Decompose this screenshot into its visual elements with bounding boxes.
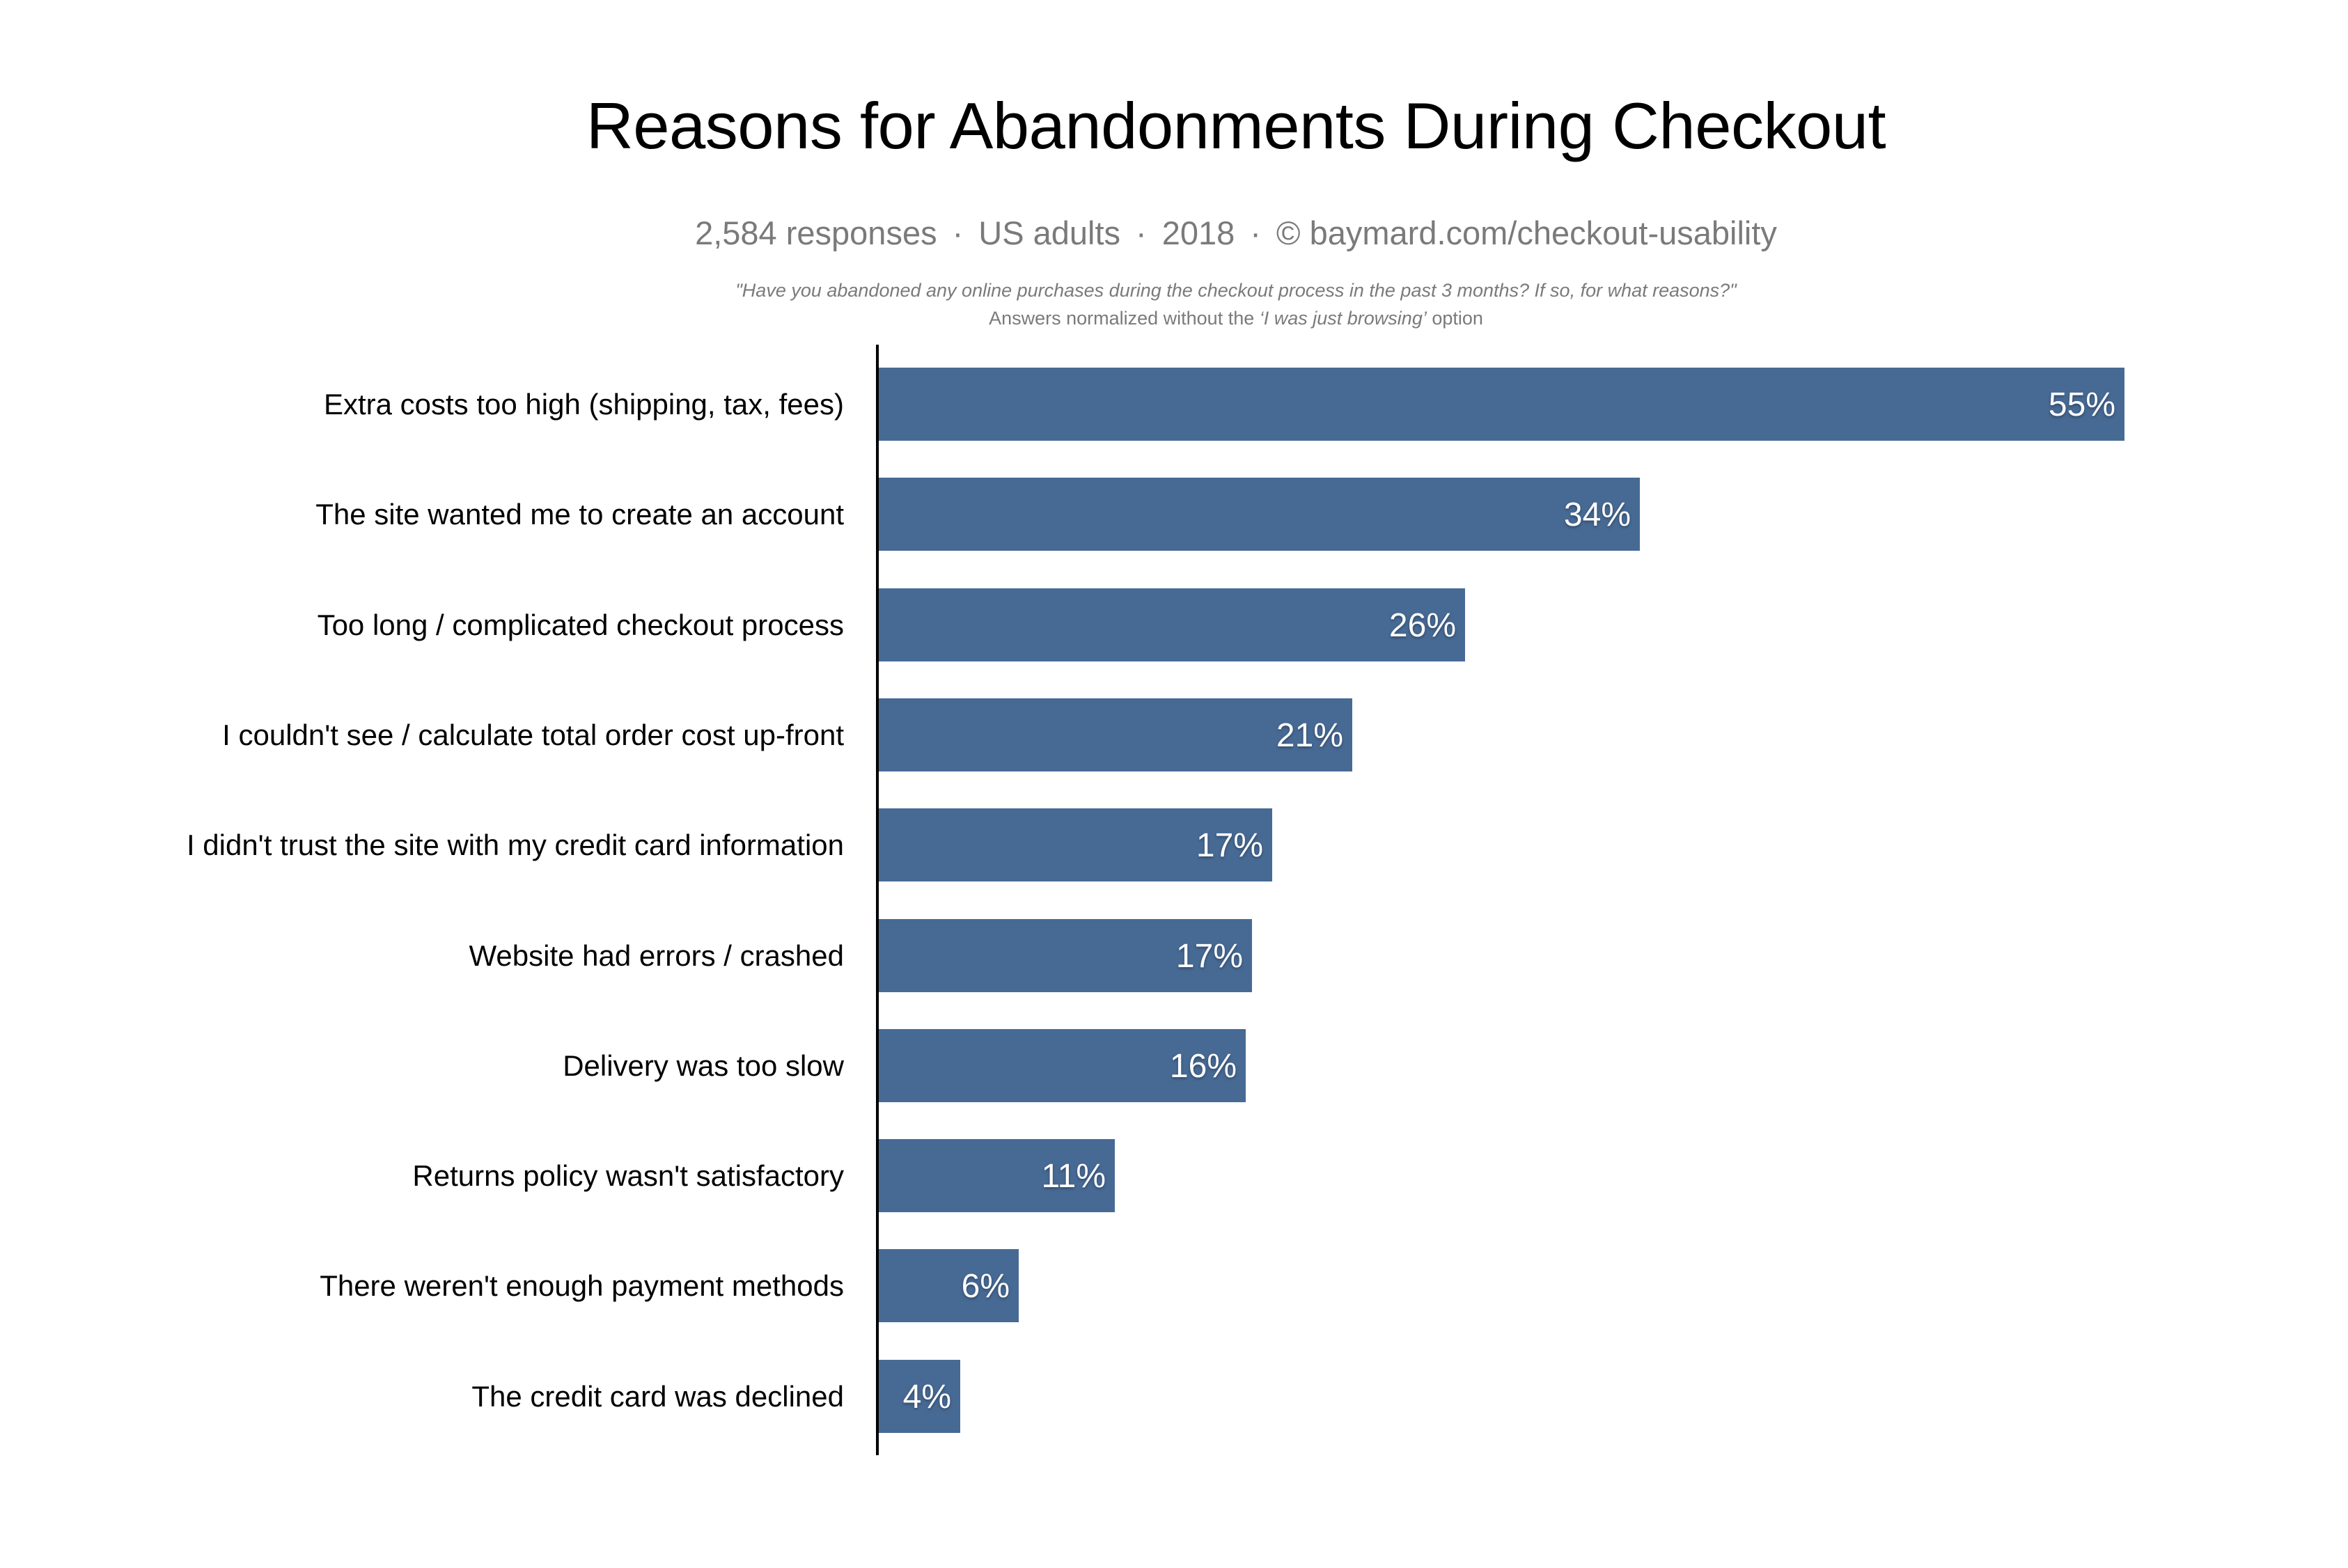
chart-title: Reasons for Abandonments During Checkout <box>586 89 1886 162</box>
bar: 17% <box>879 918 1252 992</box>
value-label: 17% <box>1196 827 1263 865</box>
category-label: I didn't trust the site with my credit c… <box>186 829 844 862</box>
bar: 34% <box>879 478 1640 551</box>
value-label: 34% <box>1563 496 1631 534</box>
bar-row: I couldn't see / calculate total order c… <box>0 698 2348 771</box>
bar-row: Delivery was too slow 16% <box>0 1028 2348 1102</box>
bar: 6% <box>879 1249 1019 1323</box>
bar-row: Too long / complicated checkout process 2… <box>0 588 2348 661</box>
category-label: The credit card was declined <box>471 1379 844 1413</box>
category-label: Returns policy wasn't satisfactory <box>412 1159 844 1193</box>
source-credit: © baymard.com/checkout-usability <box>1276 214 1777 251</box>
bar: 16% <box>879 1028 1246 1102</box>
bar: 4% <box>879 1359 960 1433</box>
separator-dot: · <box>1136 214 1147 251</box>
category-label: I couldn't see / calculate total order c… <box>222 718 844 751</box>
bar-row: Extra costs too high (shipping, tax, fee… <box>0 368 2348 441</box>
category-label: Extra costs too high (shipping, tax, fee… <box>323 388 844 421</box>
separator-dot: · <box>952 214 964 251</box>
bar: 11% <box>879 1139 1115 1213</box>
note-italic: ‘I was just browsing’ <box>1259 308 1427 329</box>
bar: 21% <box>879 698 1352 771</box>
normalization-note: Answers normalized without the ‘I was ju… <box>0 309 2348 328</box>
category-label: Too long / complicated checkout process <box>317 608 844 641</box>
value-label: 55% <box>2048 386 2115 423</box>
survey-question: "Have you abandoned any online purchases… <box>735 280 1737 301</box>
note-suffix: option <box>1426 308 1483 329</box>
chart-subtitle: 2,584 responses · US adults · 2018 · © baymard… <box>0 217 2348 249</box>
bar-row: Website had errors / crashed 17% <box>0 918 2348 992</box>
bar-row: There weren't enough payment methods 6% <box>0 1249 2348 1323</box>
category-label: There weren't enough payment methods <box>320 1269 844 1303</box>
value-label: 6% <box>961 1268 1010 1306</box>
bar-row: Returns policy wasn't satisfactory 11% <box>0 1139 2348 1213</box>
bar-row: The site wanted me to create an account 3… <box>0 478 2348 551</box>
y-axis-line <box>876 345 879 1455</box>
bar: 17% <box>879 808 1272 882</box>
year: 2018 <box>1161 214 1235 251</box>
value-label: 17% <box>1175 937 1243 975</box>
category-label: Website had errors / crashed <box>469 939 844 972</box>
value-label: 11% <box>1041 1158 1106 1195</box>
value-label: 4% <box>902 1378 951 1416</box>
bar-row: The credit card was declined 4% <box>0 1359 2348 1433</box>
audience: US adults <box>978 214 1121 251</box>
value-label: 21% <box>1276 716 1343 754</box>
value-label: 26% <box>1388 606 1456 644</box>
bar: 55% <box>879 368 2124 441</box>
responses-count: 2,584 responses <box>695 214 937 251</box>
bar: 26% <box>879 588 1465 661</box>
separator-dot: · <box>1250 214 1261 251</box>
note-prefix: Answers normalized without the <box>989 308 1260 329</box>
category-label: The site wanted me to create an account <box>315 498 844 531</box>
bar-row: I didn't trust the site with my credit c… <box>0 808 2348 882</box>
category-label: Delivery was too slow <box>563 1049 844 1082</box>
value-label: 16% <box>1169 1047 1237 1085</box>
